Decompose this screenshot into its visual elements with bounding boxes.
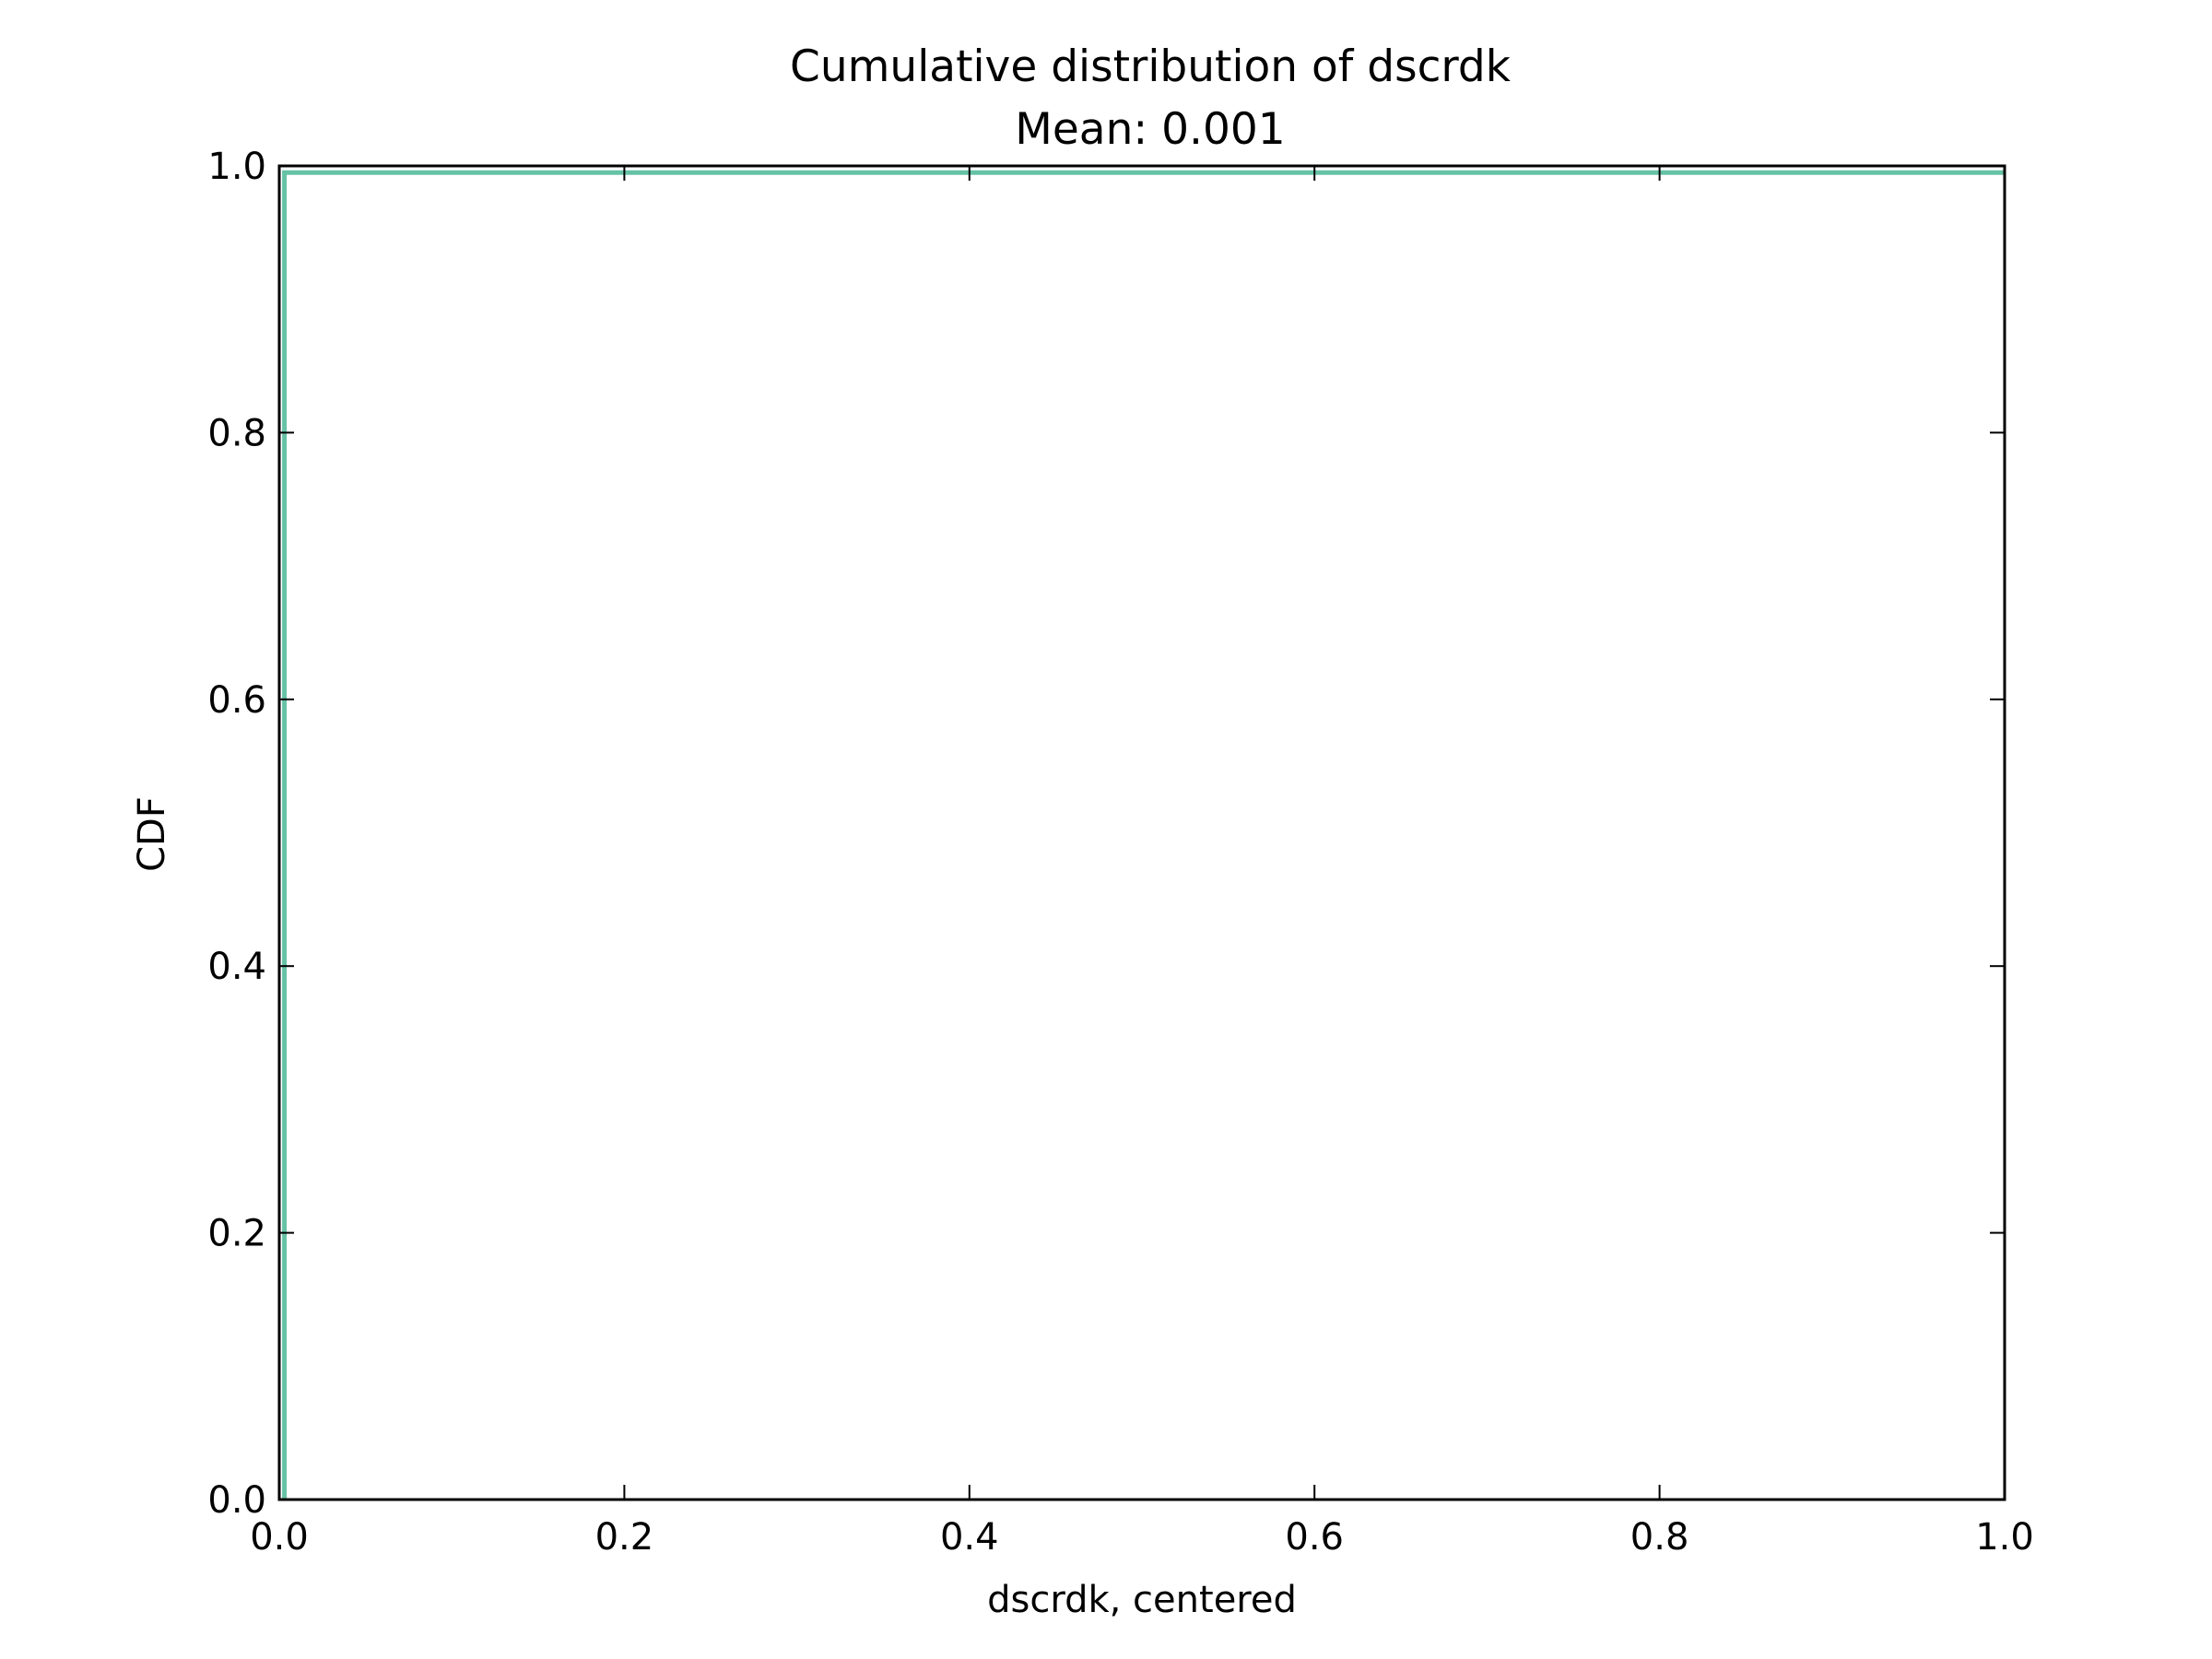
plot-frame (277, 164, 2006, 1501)
chart-subtitle: Mean: 0.001 (1015, 104, 1285, 155)
x-tick-label: 0.6 (1285, 1516, 1344, 1559)
cdf-series-line-0 (282, 170, 2005, 1500)
y-tick-label: 0.2 (207, 1213, 266, 1255)
x-axis-label: dscrdk, centered (987, 1579, 1297, 1621)
x-tick-label: 1.0 (1975, 1516, 2034, 1559)
y-tick-label: 0.4 (207, 946, 266, 988)
x-tick-label: 0.8 (1630, 1516, 1689, 1559)
y-tick-label: 0.8 (207, 412, 266, 454)
y-tick-label: 0.0 (207, 1479, 266, 1522)
plot-area (279, 166, 2005, 1500)
chart-title: Cumulative distribution of dscrdk (790, 41, 1512, 92)
y-tick-label: 0.6 (207, 679, 266, 722)
x-tick-label: 0.2 (595, 1516, 654, 1559)
tick-layer: 0.0 0.2 0.4 0.6 0.8 1.0 0.0 0.2 0.4 0.6 0.8 1.0 (207, 146, 2033, 1559)
y-tick-label: 1.0 (207, 146, 266, 188)
series-layer (282, 170, 2005, 1500)
x-tick-label: 0.4 (940, 1516, 999, 1559)
y-axis-label: CDF (131, 796, 173, 872)
x-tick-label: 0.0 (250, 1516, 309, 1559)
